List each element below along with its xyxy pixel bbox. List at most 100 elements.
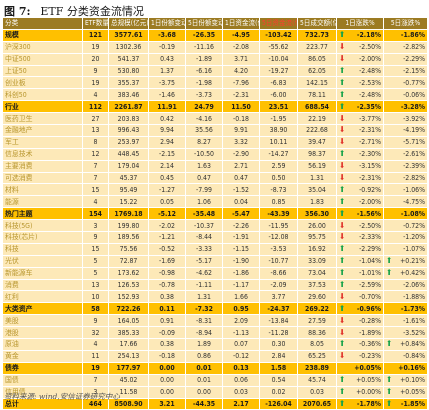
return-value: +0.84% (400, 340, 425, 349)
arrow-up-icon: ⬆ (339, 149, 346, 159)
table-cell: 179.04 (108, 159, 149, 173)
return-cell: ⬆ -2.48% (336, 64, 384, 78)
table-cell: 2.09 (222, 314, 260, 328)
table-cell: 152.93 (108, 290, 149, 304)
return-value: -3.28% (400, 102, 425, 111)
row-label: 行业 (2, 100, 83, 114)
table-cell: -0.09 (148, 326, 186, 340)
table-cell: 164.05 (108, 314, 149, 328)
return-cell: ⬆ -2.35% (336, 100, 384, 114)
table-cell: -1.69 (148, 254, 186, 268)
return-cell: ⬆ -2.59% (336, 278, 384, 292)
return-cell: ⬇ -3.77% (336, 112, 384, 126)
row-label: 规模 (2, 28, 83, 42)
column-header: 分类 (2, 17, 83, 30)
table-cell: 223.77 (297, 40, 337, 54)
row-label: 热门主题 (2, 207, 83, 221)
return-value: -3.52% (403, 328, 425, 337)
table-cell: 73.04 (297, 266, 337, 280)
table-cell: 1.06 (185, 195, 223, 209)
table-cell: -35.48 (185, 207, 223, 221)
return-cell: -1.73% (383, 302, 428, 316)
return-cell: ⬇ -2.50% (336, 219, 384, 233)
table-cell: 8.05 (297, 338, 337, 351)
table-cell: 0.03 (222, 385, 260, 399)
arrow-up-icon: ⬆ (339, 387, 346, 397)
return-value: -2.31% (359, 126, 381, 135)
return-value: +0.21% (400, 257, 425, 266)
return-cell: -2.06% (383, 278, 428, 292)
table-cell: 27 (82, 112, 109, 126)
table-row: 能源 4 15.22 0.05 1.06 0.04 0.85 1.83 ⬆ -2.00% -4.75… (2, 195, 428, 209)
return-cell: -4.19% (383, 124, 428, 137)
return-cell: +0.05% (336, 361, 384, 375)
table-cell: 3.77 (259, 290, 298, 304)
table-cell: -10.04 (259, 52, 298, 66)
table-cell: 78.11 (297, 88, 337, 102)
return-cell: ⬆ -2.48% (336, 88, 384, 102)
table-row: 中证500 20 541.37 0.43 -1.89 3.71 -10.04 86.05 ⬇ -2… (2, 52, 428, 66)
return-cell: -5.71% (383, 135, 428, 149)
column-header: 总规模(亿元) (108, 17, 149, 30)
return-cell: ⬇ -0.70% (336, 290, 384, 304)
table-row: 光伏 5 72.87 -1.69 -5.17 -1.90 -10.77 33.09 ⬆ -1.04… (2, 254, 428, 268)
return-value: -3.77% (359, 114, 381, 123)
arrow-up-icon: ⬆ (386, 398, 393, 408)
return-cell: ⬇ -2.31% (336, 171, 384, 185)
table-cell: 86.05 (297, 52, 337, 66)
row-label: 红利 (2, 290, 83, 304)
table-cell: 4 (82, 338, 109, 351)
arrow-down-icon: ⬇ (339, 125, 346, 135)
table-cell: 8 (82, 135, 109, 149)
source-note: 资料来源: wind,安信证券研究中心 (4, 392, 120, 401)
table-cell: -12.08 (259, 231, 298, 244)
table-cell: 199.80 (108, 219, 149, 233)
arrow-down-icon: ⬇ (339, 220, 346, 230)
table-cell: 3577.61 (108, 28, 149, 42)
table-cell: -8.73 (259, 183, 298, 197)
table-cell: 5 (82, 266, 109, 280)
figure-label: 图 7: (4, 5, 31, 18)
table-cell: 0.45 (148, 171, 186, 185)
arrow-up-icon: ⬆ (339, 339, 346, 349)
arrow-up-icon: ⬆ (339, 77, 346, 87)
table-cell: -10.37 (185, 219, 223, 233)
arrow-down-icon: ⬇ (339, 113, 346, 123)
arrow-down-icon: ⬇ (339, 54, 346, 64)
table-cell: -13.84 (259, 314, 298, 328)
row-label: 材料 (2, 183, 83, 197)
table-cell: 355.37 (108, 76, 149, 90)
arrow-down-icon: ⬇ (339, 315, 346, 325)
table-cell: 1.31 (297, 171, 337, 185)
table-cell: 32 (82, 326, 109, 340)
row-label: 债券 (2, 361, 83, 375)
figure-caption: ETF 分类资金流情况 (40, 5, 144, 18)
return-value: -2.71% (359, 138, 381, 147)
return-cell: -0.84% (383, 349, 428, 363)
table-cell: 98.37 (297, 147, 337, 161)
table-cell: -10.50 (185, 147, 223, 161)
table-cell: -2.09 (259, 278, 298, 292)
return-value: -1.86% (400, 31, 425, 40)
table-row: 医药卫生 27 203.83 0.42 -4.16 -0.18 -1.95 22.19 ⬇ -3.… (2, 112, 428, 126)
column-header: 5日涨跌% (383, 17, 428, 30)
row-label: 信用债 (2, 385, 83, 399)
return-value: -0.36% (359, 340, 381, 349)
table-cell: 13 (82, 124, 109, 137)
table-row: 港股 32 385.33 -0.09 -8.94 -1.13 -11.28 88.36 ⬇ -1.… (2, 326, 428, 340)
table-cell: 95.75 (297, 231, 337, 244)
return-cell: -1.86% (383, 28, 428, 42)
table-cell: -3.33 (185, 242, 223, 256)
table-cell: 3.71 (222, 52, 260, 66)
table-cell: 0.07 (222, 338, 260, 351)
table-cell: -1.90 (222, 254, 260, 268)
arrow-up-icon: ⬆ (339, 101, 346, 111)
table-row: 科技 15 75.56 -0.52 -3.33 -1.15 -3.53 16.92 ⬆ -2.29… (2, 242, 428, 256)
table-cell: 0.00 (148, 361, 186, 375)
table-cell: 0.91 (148, 314, 186, 328)
table-cell: 222.68 (297, 124, 337, 137)
category-row: 大类资产 58 722.26 0.11 -7.32 0.95 -24.37 269.22 ⬆ -0… (2, 302, 428, 316)
table-cell: -0.12 (222, 349, 260, 363)
table-cell: -0.78 (148, 278, 186, 292)
table-cell: -10.77 (259, 254, 298, 268)
